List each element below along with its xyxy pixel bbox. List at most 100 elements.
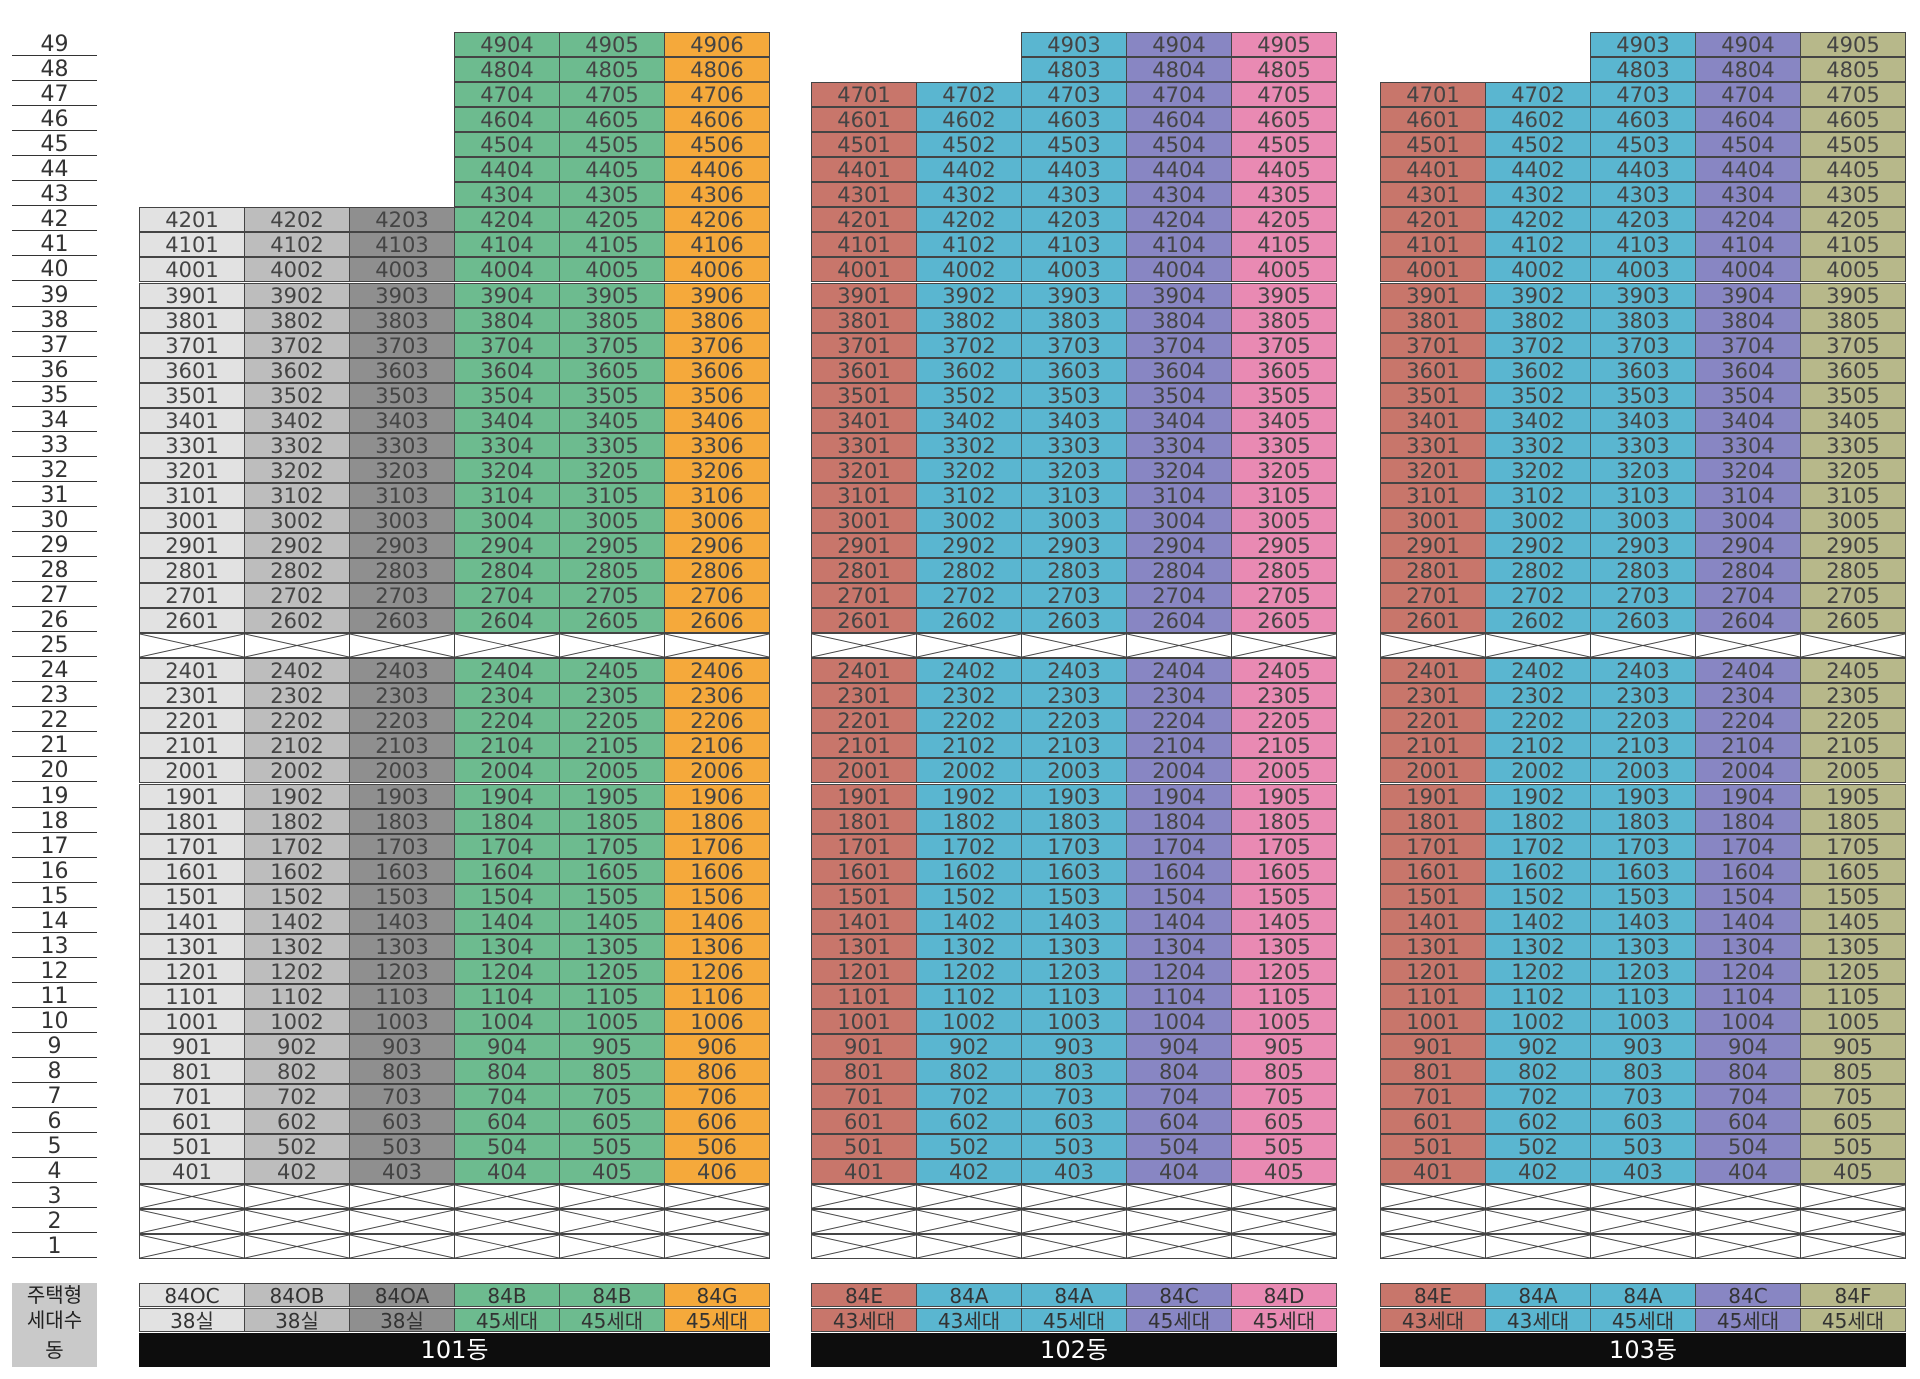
unit-cell[interactable]: 2202: [916, 708, 1022, 734]
unit-cell[interactable]: 4703: [1590, 82, 1696, 108]
unit-cell[interactable]: 2405: [1231, 658, 1337, 684]
unit-cell[interactable]: 804: [454, 1059, 560, 1085]
unit-cell[interactable]: 2203: [1590, 708, 1696, 734]
unit-cell[interactable]: 1202: [1485, 958, 1591, 984]
unit-cell[interactable]: 4404: [454, 157, 560, 183]
unit-cell[interactable]: 2305: [1800, 683, 1906, 709]
unit-cell[interactable]: 3604: [1695, 357, 1801, 383]
unit-cell[interactable]: 4001: [811, 257, 917, 283]
unit-cell[interactable]: 2302: [244, 683, 350, 709]
unit-cell[interactable]: 4002: [1485, 257, 1591, 283]
unit-cell[interactable]: 1905: [1231, 783, 1337, 809]
unit-cell[interactable]: 402: [916, 1159, 1022, 1185]
unit-cell[interactable]: 3703: [1590, 332, 1696, 358]
unit-cell[interactable]: 2205: [559, 708, 665, 734]
unit-cell[interactable]: 802: [916, 1059, 1022, 1085]
unit-cell[interactable]: 1604: [1695, 858, 1801, 884]
unit-cell[interactable]: 2102: [1485, 733, 1591, 759]
unit-cell[interactable]: 1104: [1695, 983, 1801, 1009]
unit-cell[interactable]: 504: [1695, 1134, 1801, 1160]
unit-cell[interactable]: 1301: [139, 933, 245, 959]
unit-cell[interactable]: 501: [811, 1134, 917, 1160]
unit-cell[interactable]: 1103: [349, 983, 455, 1009]
unit-cell[interactable]: 2703: [349, 583, 455, 609]
unit-cell[interactable]: 1402: [1485, 908, 1591, 934]
unit-cell[interactable]: 3206: [664, 457, 770, 483]
unit-cell[interactable]: 1604: [1126, 858, 1232, 884]
unit-cell[interactable]: 3402: [1485, 407, 1591, 433]
unit-cell[interactable]: 1304: [454, 933, 560, 959]
unit-cell[interactable]: 4301: [1380, 182, 1486, 208]
unit-cell[interactable]: 2002: [916, 758, 1022, 784]
unit-cell[interactable]: 503: [349, 1134, 455, 1160]
unit-cell[interactable]: 2205: [1800, 708, 1906, 734]
unit-cell[interactable]: 3901: [811, 282, 917, 308]
unit-cell[interactable]: 3804: [1695, 307, 1801, 333]
unit-cell[interactable]: 3902: [1485, 282, 1591, 308]
unit-cell[interactable]: 2803: [1590, 558, 1696, 584]
unit-cell[interactable]: 3304: [454, 432, 560, 458]
unit-cell[interactable]: 503: [1590, 1134, 1696, 1160]
unit-cell[interactable]: 1602: [1485, 858, 1591, 884]
unit-cell[interactable]: 4701: [1380, 82, 1486, 108]
unit-cell[interactable]: 3601: [811, 357, 917, 383]
unit-cell[interactable]: 2904: [1695, 533, 1801, 558]
unit-cell[interactable]: 1006: [664, 1008, 770, 1034]
unit-cell[interactable]: 3603: [1021, 357, 1127, 383]
unit-cell[interactable]: 4004: [1126, 257, 1232, 283]
unit-cell[interactable]: 2705: [559, 583, 665, 609]
unit-cell[interactable]: 3805: [1800, 307, 1906, 333]
unit-cell[interactable]: 3604: [1126, 357, 1232, 383]
unit-cell[interactable]: 2802: [244, 558, 350, 584]
unit-cell[interactable]: 605: [1231, 1109, 1337, 1135]
unit-cell[interactable]: 3401: [811, 407, 917, 433]
unit-cell[interactable]: 3702: [244, 332, 350, 358]
unit-cell[interactable]: 4405: [1231, 157, 1337, 183]
unit-cell[interactable]: 3001: [139, 507, 245, 533]
unit-cell[interactable]: 4503: [1021, 132, 1127, 158]
unit-cell[interactable]: 2404: [1126, 658, 1232, 684]
unit-cell[interactable]: 2603: [349, 608, 455, 634]
unit-cell[interactable]: 3301: [811, 432, 917, 458]
unit-cell[interactable]: 2901: [1380, 533, 1486, 558]
unit-cell[interactable]: 2204: [454, 708, 560, 734]
unit-cell[interactable]: 2702: [244, 583, 350, 609]
unit-cell[interactable]: 4203: [1021, 207, 1127, 233]
unit-cell[interactable]: 4404: [1695, 157, 1801, 183]
unit-cell[interactable]: 3302: [244, 432, 350, 458]
unit-cell[interactable]: 3305: [1231, 432, 1337, 458]
unit-cell[interactable]: 2102: [244, 733, 350, 759]
unit-cell[interactable]: 3103: [1021, 482, 1127, 508]
unit-cell[interactable]: 4305: [559, 182, 665, 208]
unit-cell[interactable]: 1702: [244, 833, 350, 859]
unit-cell[interactable]: 2305: [559, 683, 665, 709]
unit-cell[interactable]: 704: [454, 1084, 560, 1110]
unit-cell[interactable]: 3705: [1231, 332, 1337, 358]
unit-cell[interactable]: 3002: [1485, 507, 1591, 533]
unit-cell[interactable]: 3701: [139, 332, 245, 358]
unit-cell[interactable]: 4601: [811, 107, 917, 133]
unit-cell[interactable]: 4704: [1126, 82, 1232, 108]
unit-cell[interactable]: 406: [664, 1159, 770, 1185]
unit-cell[interactable]: 706: [664, 1084, 770, 1110]
unit-cell[interactable]: 4702: [916, 82, 1022, 108]
unit-cell[interactable]: 2703: [1021, 583, 1127, 609]
unit-cell[interactable]: 3501: [1380, 382, 1486, 408]
unit-cell[interactable]: 2104: [1126, 733, 1232, 759]
unit-cell[interactable]: 1805: [1231, 808, 1337, 834]
unit-cell[interactable]: 3503: [349, 382, 455, 408]
unit-cell[interactable]: 604: [1126, 1109, 1232, 1135]
unit-cell[interactable]: 2602: [916, 608, 1022, 634]
unit-cell[interactable]: 2401: [139, 658, 245, 684]
unit-cell[interactable]: 1702: [916, 833, 1022, 859]
unit-cell[interactable]: 2701: [1380, 583, 1486, 609]
unit-cell[interactable]: 1505: [1800, 883, 1906, 909]
unit-cell[interactable]: 1701: [811, 833, 917, 859]
unit-cell[interactable]: 3202: [1485, 457, 1591, 483]
unit-cell[interactable]: 1503: [349, 883, 455, 909]
unit-cell[interactable]: 1805: [1800, 808, 1906, 834]
unit-cell[interactable]: 4103: [1021, 232, 1127, 258]
unit-cell[interactable]: 4404: [1126, 157, 1232, 183]
unit-cell[interactable]: 4501: [811, 132, 917, 158]
unit-cell[interactable]: 3804: [454, 307, 560, 333]
